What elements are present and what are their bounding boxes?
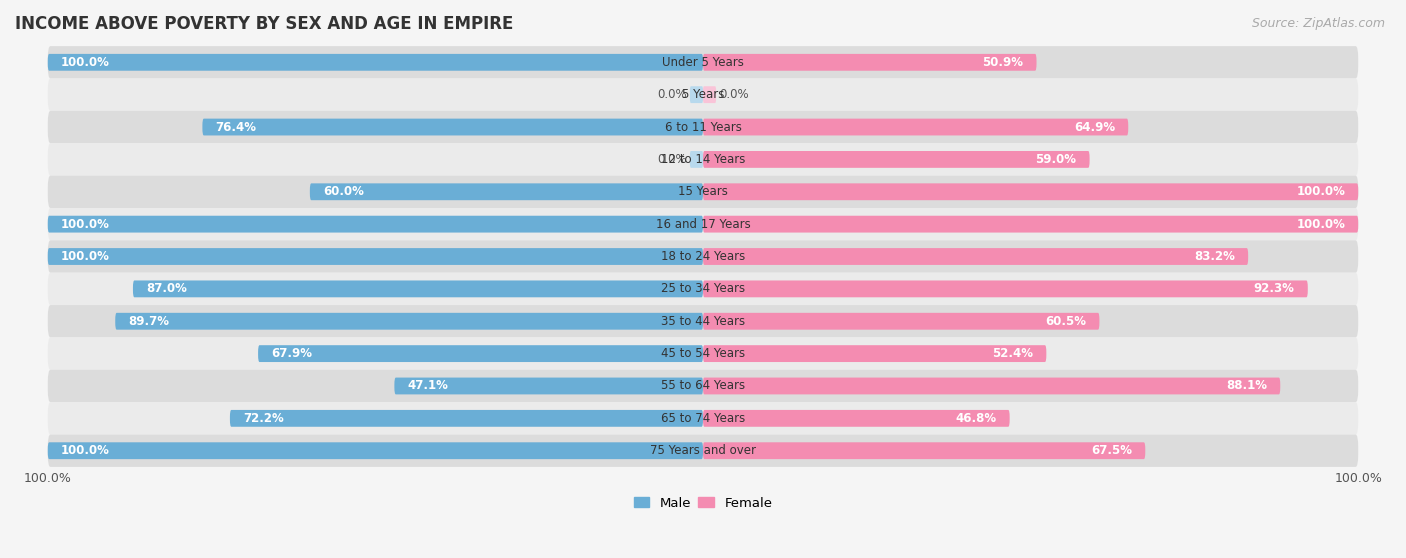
FancyBboxPatch shape xyxy=(48,370,1358,402)
Text: 67.5%: 67.5% xyxy=(1091,444,1132,457)
FancyBboxPatch shape xyxy=(48,79,1358,111)
FancyBboxPatch shape xyxy=(48,442,703,459)
Text: 76.4%: 76.4% xyxy=(215,121,256,133)
Text: 100.0%: 100.0% xyxy=(60,218,110,230)
Text: 65 to 74 Years: 65 to 74 Years xyxy=(661,412,745,425)
FancyBboxPatch shape xyxy=(394,378,703,395)
Text: 64.9%: 64.9% xyxy=(1074,121,1115,133)
FancyBboxPatch shape xyxy=(48,111,1358,143)
Text: 16 and 17 Years: 16 and 17 Years xyxy=(655,218,751,230)
Text: 0.0%: 0.0% xyxy=(657,88,686,101)
Text: 60.0%: 60.0% xyxy=(323,185,364,198)
FancyBboxPatch shape xyxy=(48,305,1358,338)
FancyBboxPatch shape xyxy=(690,151,703,168)
Text: 72.2%: 72.2% xyxy=(243,412,284,425)
FancyBboxPatch shape xyxy=(202,119,703,136)
FancyBboxPatch shape xyxy=(703,281,1308,297)
Text: 60.5%: 60.5% xyxy=(1045,315,1087,328)
Text: 83.2%: 83.2% xyxy=(1194,250,1234,263)
FancyBboxPatch shape xyxy=(259,345,703,362)
FancyBboxPatch shape xyxy=(690,86,703,103)
FancyBboxPatch shape xyxy=(703,184,1358,200)
FancyBboxPatch shape xyxy=(703,410,1010,427)
Text: 100.0%: 100.0% xyxy=(60,444,110,457)
Text: 100.0%: 100.0% xyxy=(1334,472,1382,485)
Text: 100.0%: 100.0% xyxy=(60,250,110,263)
Text: 50.9%: 50.9% xyxy=(983,56,1024,69)
FancyBboxPatch shape xyxy=(48,402,1358,435)
Text: 0.0%: 0.0% xyxy=(720,88,749,101)
Text: 46.8%: 46.8% xyxy=(956,412,997,425)
Text: 59.0%: 59.0% xyxy=(1035,153,1077,166)
Text: 100.0%: 100.0% xyxy=(1296,185,1346,198)
FancyBboxPatch shape xyxy=(703,345,1046,362)
Text: 52.4%: 52.4% xyxy=(993,347,1033,360)
FancyBboxPatch shape xyxy=(231,410,703,427)
Text: 100.0%: 100.0% xyxy=(1296,218,1346,230)
Text: 18 to 24 Years: 18 to 24 Years xyxy=(661,250,745,263)
Text: 12 to 14 Years: 12 to 14 Years xyxy=(661,153,745,166)
Text: 88.1%: 88.1% xyxy=(1226,379,1267,392)
FancyBboxPatch shape xyxy=(703,54,1036,71)
Text: 75 Years and over: 75 Years and over xyxy=(650,444,756,457)
Text: Source: ZipAtlas.com: Source: ZipAtlas.com xyxy=(1251,17,1385,30)
Text: 89.7%: 89.7% xyxy=(128,315,169,328)
Text: INCOME ABOVE POVERTY BY SEX AND AGE IN EMPIRE: INCOME ABOVE POVERTY BY SEX AND AGE IN E… xyxy=(15,15,513,33)
FancyBboxPatch shape xyxy=(115,313,703,330)
Text: 92.3%: 92.3% xyxy=(1254,282,1295,295)
FancyBboxPatch shape xyxy=(703,216,1358,233)
FancyBboxPatch shape xyxy=(703,151,1090,168)
FancyBboxPatch shape xyxy=(703,442,1146,459)
Text: 0.0%: 0.0% xyxy=(657,153,686,166)
Text: 45 to 54 Years: 45 to 54 Years xyxy=(661,347,745,360)
Text: Under 5 Years: Under 5 Years xyxy=(662,56,744,69)
Text: 6 to 11 Years: 6 to 11 Years xyxy=(665,121,741,133)
Text: 5 Years: 5 Years xyxy=(682,88,724,101)
Text: 25 to 34 Years: 25 to 34 Years xyxy=(661,282,745,295)
FancyBboxPatch shape xyxy=(48,208,1358,240)
FancyBboxPatch shape xyxy=(48,143,1358,176)
FancyBboxPatch shape xyxy=(48,216,703,233)
FancyBboxPatch shape xyxy=(48,240,1358,273)
FancyBboxPatch shape xyxy=(703,86,716,103)
FancyBboxPatch shape xyxy=(134,281,703,297)
FancyBboxPatch shape xyxy=(48,46,1358,79)
Text: 15 Years: 15 Years xyxy=(678,185,728,198)
Text: 35 to 44 Years: 35 to 44 Years xyxy=(661,315,745,328)
FancyBboxPatch shape xyxy=(48,273,1358,305)
Text: 47.1%: 47.1% xyxy=(408,379,449,392)
FancyBboxPatch shape xyxy=(309,184,703,200)
FancyBboxPatch shape xyxy=(48,338,1358,370)
FancyBboxPatch shape xyxy=(48,54,703,71)
FancyBboxPatch shape xyxy=(703,119,1128,136)
FancyBboxPatch shape xyxy=(48,435,1358,467)
Text: 87.0%: 87.0% xyxy=(146,282,187,295)
FancyBboxPatch shape xyxy=(703,378,1281,395)
Legend: Male, Female: Male, Female xyxy=(628,491,778,515)
FancyBboxPatch shape xyxy=(703,313,1099,330)
Text: 100.0%: 100.0% xyxy=(60,56,110,69)
FancyBboxPatch shape xyxy=(48,176,1358,208)
Text: 67.9%: 67.9% xyxy=(271,347,312,360)
FancyBboxPatch shape xyxy=(703,248,1249,265)
Text: 55 to 64 Years: 55 to 64 Years xyxy=(661,379,745,392)
Text: 100.0%: 100.0% xyxy=(24,472,72,485)
FancyBboxPatch shape xyxy=(48,248,703,265)
